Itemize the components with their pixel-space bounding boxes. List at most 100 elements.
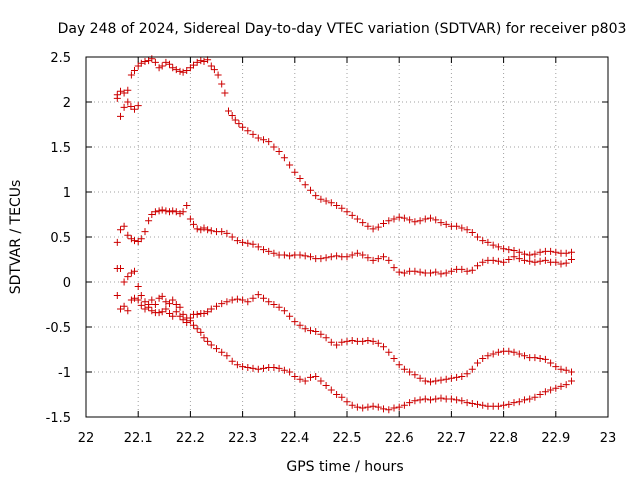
data-point [233,237,241,245]
x-tick-label: 22.5 [333,431,362,446]
data-point [353,249,361,257]
data-point [317,377,325,385]
data-point [162,305,170,313]
data-point [406,216,414,224]
data-point [562,259,570,267]
data-point [536,391,544,398]
data-point [348,401,356,409]
data-point [221,89,229,97]
data-point [193,58,201,66]
data-point [390,404,398,412]
data-point [131,67,138,74]
data-point [380,405,387,413]
data-point [124,86,132,94]
x-tick-label: 22.9 [541,431,570,446]
data-point [374,339,382,347]
data-point [137,59,145,67]
chart-title: Day 248 of 2024, Sidereal Day-to-day VTE… [58,21,627,37]
data-point [447,374,455,382]
data-point [505,347,513,355]
data-point [197,226,205,234]
series-track-2 [113,202,575,278]
data-point [204,226,212,234]
data-point [291,168,299,176]
data-point [265,247,273,255]
data-point [557,365,565,373]
data-point [307,327,314,335]
data-point [158,206,166,214]
data-point [120,103,128,111]
data-point [494,257,502,265]
data-point [437,219,445,227]
data-point [479,258,487,266]
data-point [531,258,539,266]
data-point [353,403,361,411]
data-point [484,352,492,360]
data-point [270,301,278,308]
x-tick-label: 22.8 [489,431,518,446]
data-point [207,341,215,349]
data-point [239,296,247,304]
data-point [223,229,231,237]
data-point [286,161,294,169]
data-point [214,71,222,79]
data-point [479,237,487,245]
data-point [113,94,121,102]
data-point [317,330,325,338]
data-point [260,364,267,372]
data-point [186,215,194,223]
data-point [531,354,539,362]
data-point [312,328,320,335]
data-point [327,386,335,394]
x-tick-label: 22.6 [385,431,414,446]
data-point [183,202,191,209]
data-point [489,241,497,249]
data-point [141,58,149,65]
data-point [200,334,208,342]
data-point [141,298,149,306]
data-point [359,251,367,259]
data-point [521,352,528,360]
data-point [515,255,523,263]
data-point [280,251,288,259]
data-point [380,343,387,351]
data-point [411,371,419,379]
data-point [291,318,299,326]
data-point [117,226,124,234]
data-point [327,338,335,346]
data-point [568,248,575,256]
data-point [218,228,226,236]
data-point [117,265,124,272]
data-point [364,337,372,344]
data-point [249,130,257,138]
data-point [547,359,555,367]
data-point [210,66,218,74]
y-tick-label: 1.5 [50,141,71,156]
data-point [568,368,575,376]
data-point [275,148,283,155]
data-point [148,211,156,218]
data-point [432,395,440,403]
data-point [151,301,159,308]
data-point [468,400,476,407]
data-point [568,256,575,263]
x-tick-label: 22.1 [124,431,153,446]
y-tick-label: 1 [63,186,71,201]
data-point [200,310,208,317]
data-point [193,310,201,318]
data-point [127,71,135,79]
data-point [536,248,544,256]
data-point [395,268,403,276]
data-point [547,247,555,255]
data-point [155,294,163,302]
data-point [124,231,132,239]
data-point [244,127,252,135]
data-point [158,308,166,316]
data-point [510,253,518,261]
data-point [207,62,215,70]
data-point [124,307,132,315]
data-point [291,373,299,380]
data-point [427,378,434,386]
data-point [442,375,450,383]
y-tick-label: 0 [63,276,71,291]
